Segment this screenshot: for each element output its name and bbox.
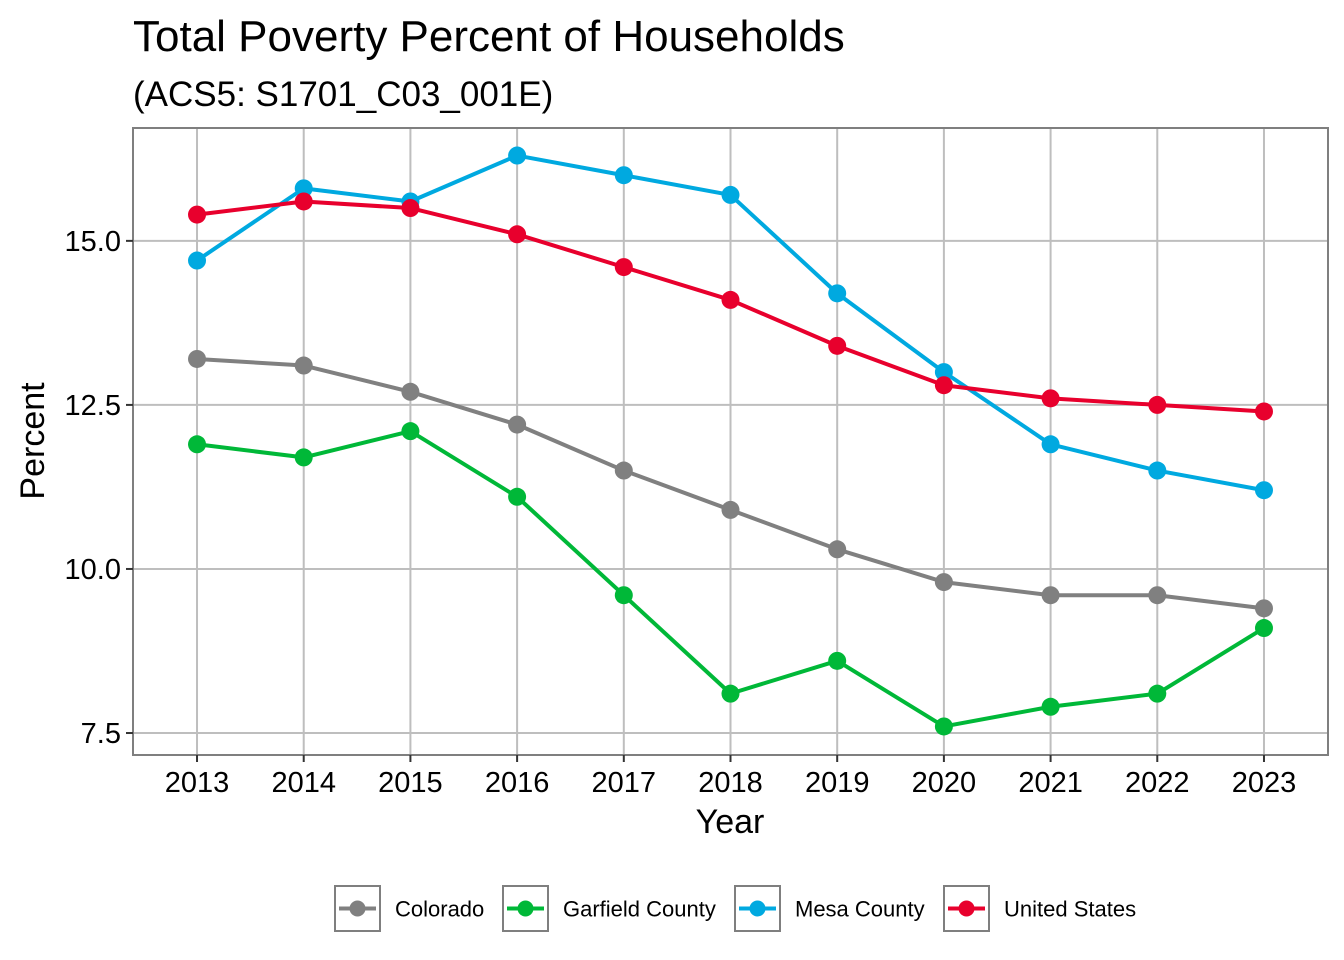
- data-point: [1254, 599, 1273, 618]
- x-tick-label: 2023: [1232, 767, 1297, 799]
- legend-item-united-states: United States: [943, 885, 1136, 932]
- data-point: [1148, 461, 1167, 480]
- data-point: [1254, 402, 1273, 421]
- data-point: [614, 258, 633, 277]
- legend-label: Colorado: [395, 897, 484, 922]
- x-tick-label: 2015: [378, 767, 443, 799]
- legend-key-point: [958, 900, 975, 917]
- data-point: [188, 435, 207, 454]
- data-point: [934, 376, 953, 395]
- legend-key-point: [517, 900, 534, 917]
- data-point: [1148, 395, 1167, 414]
- x-axis-title: Year: [696, 803, 765, 841]
- data-point: [188, 349, 207, 368]
- data-point: [294, 192, 313, 211]
- data-point: [294, 356, 313, 375]
- legend: Colorado Garfield County Mesa County United…: [334, 885, 1136, 932]
- data-point: [614, 166, 633, 185]
- legend-key-point: [349, 900, 366, 917]
- data-point: [614, 461, 633, 480]
- data-point: [828, 651, 847, 670]
- legend-label: United States: [1004, 897, 1136, 922]
- data-point: [1254, 481, 1273, 500]
- data-point: [934, 717, 953, 736]
- data-point: [188, 251, 207, 270]
- data-point: [721, 500, 740, 519]
- data-point: [508, 415, 527, 434]
- data-point: [721, 684, 740, 703]
- data-point: [401, 382, 420, 401]
- y-axis-title: Percent: [14, 382, 52, 500]
- x-tick-label: 2014: [271, 767, 336, 799]
- data-point: [294, 448, 313, 467]
- data-point: [828, 540, 847, 559]
- data-point: [721, 290, 740, 309]
- legend-item-garfield-county: Garfield County: [502, 885, 716, 932]
- legend-label: Garfield County: [563, 897, 716, 922]
- y-tick-label: 12.5: [65, 390, 121, 422]
- legend-item-colorado: Colorado: [334, 885, 484, 932]
- series-layer: [188, 146, 1273, 736]
- axes: 7.5 10.0 12.5 15.0 2013 2014 2015 2016 2017 2018 2…: [65, 127, 1329, 799]
- data-point: [188, 205, 207, 224]
- series-colorado: [188, 349, 1273, 618]
- x-tick-label: 2019: [805, 767, 870, 799]
- x-tick-label: 2013: [165, 767, 230, 799]
- data-point: [1254, 619, 1273, 638]
- legend-item-mesa-county: Mesa County: [734, 885, 925, 932]
- data-point: [508, 487, 527, 506]
- x-tick-label: 2018: [698, 767, 763, 799]
- data-point: [508, 146, 527, 165]
- y-tick-label: 10.0: [65, 554, 121, 586]
- data-point: [828, 284, 847, 303]
- data-point: [401, 422, 420, 441]
- series-united-states: [188, 192, 1273, 421]
- y-tick-label: 15.0: [65, 226, 121, 258]
- legend-key-point: [749, 900, 766, 917]
- data-point: [294, 179, 313, 198]
- x-tick-label: 2021: [1018, 767, 1083, 799]
- data-point: [1041, 586, 1060, 605]
- data-point: [1041, 435, 1060, 454]
- data-point: [1148, 684, 1167, 703]
- series-garfield-county: [188, 422, 1273, 736]
- data-point: [508, 225, 527, 244]
- x-tick-label: 2016: [485, 767, 550, 799]
- data-point: [1041, 697, 1060, 716]
- data-point: [1041, 389, 1060, 408]
- x-tick-label: 2017: [592, 767, 657, 799]
- data-point: [828, 336, 847, 355]
- data-point: [401, 199, 420, 218]
- data-point: [721, 185, 740, 204]
- chart-subtitle: (ACS5: S1701_C03_001E): [133, 75, 553, 114]
- x-tick-label: 2020: [912, 767, 977, 799]
- x-tick-label: 2022: [1125, 767, 1190, 799]
- data-point: [614, 586, 633, 605]
- data-point: [1148, 586, 1167, 605]
- legend-label: Mesa County: [795, 897, 925, 922]
- y-tick-label: 7.5: [81, 718, 121, 750]
- data-point: [934, 363, 953, 382]
- data-point: [934, 573, 953, 592]
- chart-title: Total Poverty Percent of Households: [133, 12, 845, 61]
